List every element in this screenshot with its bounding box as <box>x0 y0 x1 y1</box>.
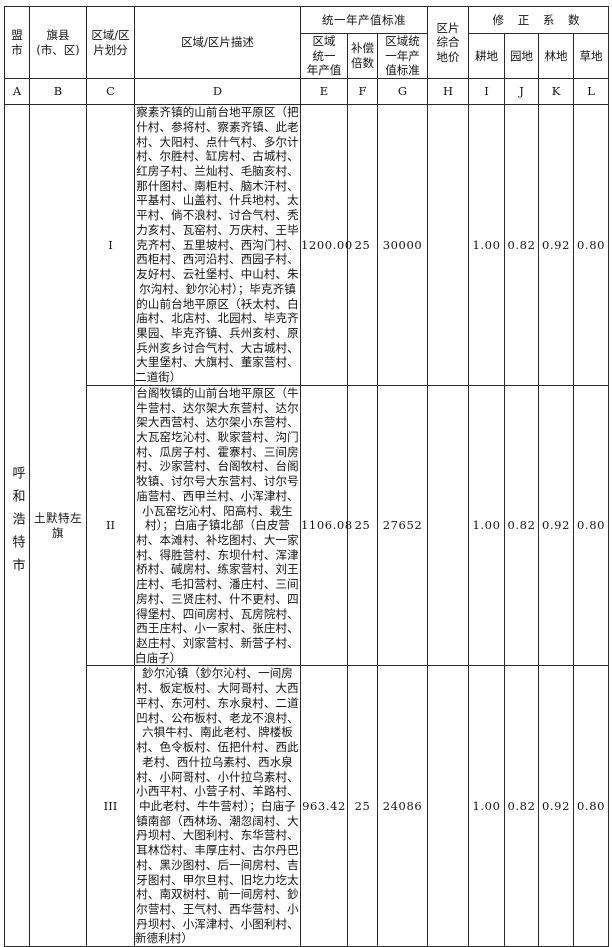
column-letter-i: I <box>468 78 506 106</box>
header-garden-land-label: 园地 <box>510 48 534 63</box>
region-division-label: III <box>103 798 118 813</box>
cell-grassland: 0.80 <box>573 665 610 947</box>
header-grassland-label: 草地 <box>579 48 603 63</box>
cell-grassland: 0.80 <box>573 104 610 386</box>
header-regional-unified-output-standard: 区域统 一年产 值标准 <box>376 32 429 80</box>
header-group-adjustment-coefficient-label: 修 正 系 数 <box>492 12 585 27</box>
header-league-city: 盟市 <box>4 5 30 80</box>
header-regional-annual-output: 区域 统一 年产值 <box>300 32 348 80</box>
table-row: 呼和浩特市 土默特左旗 I 察素齐镇的山前台地平原区（把什村、参将村、察素齐镇、… <box>4 104 610 947</box>
header-regional-annual-output-label: 区域 统一 年产值 <box>306 34 342 78</box>
cell-region-division: III <box>86 665 135 947</box>
header-league-city-label: 盟市 <box>11 27 23 57</box>
cell-regional-annual-output: 1106.08 <box>300 384 352 667</box>
column-letter-l: L <box>573 78 610 106</box>
column-letter-g: G <box>376 78 429 106</box>
column-letter-d: D <box>134 78 301 106</box>
cell-compensation-multiple: 25 <box>347 384 378 667</box>
header-region-division-label: 区域/区 片划分 <box>91 27 130 57</box>
cell-compensation-multiple: 25 <box>347 104 378 386</box>
cell-regional-unified-output-standard: 24086 <box>376 665 429 947</box>
cell-comprehensive-land-price <box>427 384 470 667</box>
header-garden-land: 园地 <box>504 32 540 80</box>
header-cultivated-land-label: 耕地 <box>475 48 499 63</box>
header-banner-county: 旗县 (市、区) <box>29 5 87 80</box>
column-letter-f: F <box>347 78 378 106</box>
header-cultivated-land: 耕地 <box>468 32 506 80</box>
header-regional-unified-output-standard-label: 区域统 一年产 值标准 <box>385 34 420 78</box>
cell-garden-land: 0.82 <box>504 104 540 386</box>
cell-region-description: 鈔尔沁镇（鈔尔沁村、一间房村、板定板村、大阿哥村、大西平村、东河村、东水泉村、二… <box>134 665 301 947</box>
cell-garden-land: 0.82 <box>504 665 540 947</box>
column-letter-c: C <box>86 78 135 106</box>
header-grassland: 草地 <box>573 32 610 80</box>
cell-forest-land: 0.92 <box>538 384 575 667</box>
header-sub-row: 区域 统一 年产值 补偿 倍数 区域统 一年产 值标准 耕地 园地 林地 草地 <box>5 32 610 80</box>
header-group-row: 盟市 旗县 (市、区) 区域/区 片划分 区域/区片描述 统一年产值标准 区片 综合地… <box>4 5 610 80</box>
table-body: 呼和浩特市 土默特左旗 I 察素齐镇的山前台地平原区（把什村、参将村、察素齐镇、… <box>4 104 610 947</box>
header-comprehensive-land-price-label: 区片 综合 地价 <box>436 20 460 64</box>
column-letter-e: E <box>300 78 348 106</box>
header-banner-county-label: 旗县 (市、区) <box>36 27 80 57</box>
cell-banner-county: 土默特左旗 <box>29 104 87 947</box>
header-group-adjustment-coefficient: 修 正 系 数 <box>468 6 610 34</box>
region-division-label: I <box>108 237 113 252</box>
table-header: 盟市 旗县 (市、区) 区域/区 片划分 区域/区片描述 统一年产值标准 区片 综合地… <box>4 5 610 106</box>
header-group-output-standard: 统一年产值标准 <box>299 6 429 34</box>
header-forest-land-label: 林地 <box>544 48 568 63</box>
region-division-label: II <box>105 518 116 533</box>
cell-cultivated-land: 1.00 <box>468 665 506 947</box>
header-compensation-multiple-label: 补偿 倍数 <box>351 41 374 71</box>
cell-comprehensive-land-price <box>427 665 470 947</box>
cell-grassland: 0.80 <box>573 384 610 667</box>
header-comprehensive-land-price: 区片 综合 地价 <box>427 5 470 80</box>
cell-region-division: II <box>86 384 135 667</box>
cell-forest-land: 0.92 <box>538 104 575 386</box>
cell-region-description: 察素齐镇的山前台地平原区（把什村、参将村、察素齐镇、此老村、大阳村、点什气村、多… <box>134 104 301 386</box>
cell-league-city: 呼和浩特市 <box>4 104 30 947</box>
cell-regional-annual-output: 1200.00 <box>300 104 352 386</box>
column-letter-b: B <box>29 78 87 106</box>
banner-county-label: 土默特左旗 <box>34 510 82 540</box>
header-forest-land: 林地 <box>538 32 575 80</box>
header-group-output-standard-label: 统一年产值标准 <box>322 12 406 27</box>
cell-region-description: 台阁牧镇的山前台地平原区（牛牛营村、达尔架大东营村、达尔架大西营村、达尔架小东营… <box>134 384 301 667</box>
cell-regional-unified-output-standard: 27652 <box>376 384 429 667</box>
column-letter-h: H <box>427 78 470 106</box>
cell-cultivated-land: 1.00 <box>468 384 506 667</box>
cell-garden-land: 0.82 <box>504 384 540 667</box>
column-letter-j: J <box>504 78 540 106</box>
header-region-description: 区域/区片描述 <box>134 5 301 80</box>
column-letter-k: K <box>538 78 575 106</box>
cell-comprehensive-land-price <box>427 104 470 386</box>
cell-region-division: I <box>86 104 135 386</box>
cell-regional-annual-output: 963.42 <box>300 665 348 947</box>
cell-forest-land: 0.92 <box>538 665 575 947</box>
cell-compensation-multiple: 25 <box>347 665 378 947</box>
region-price-standard-table: 盟市 旗县 (市、区) 区域/区 片划分 区域/区片描述 统一年产值标准 区片 综合地… <box>4 5 610 947</box>
table-row: III 鈔尔沁镇（鈔尔沁村、一间房村、板定板村、大阿哥村、大西平村、东河村、东水… <box>5 665 610 947</box>
header-region-description-label: 区域/区片描述 <box>181 35 254 50</box>
league-city-label: 呼和浩特市 <box>9 466 25 582</box>
cell-regional-unified-output-standard: 30000 <box>376 104 429 386</box>
cell-cultivated-land: 1.00 <box>468 104 506 386</box>
column-letter-row: A B C D E F G H I J K L <box>4 78 610 106</box>
column-letter-a: A <box>4 78 30 106</box>
table-row: II 台阁牧镇的山前台地平原区（牛牛营村、达尔架大东营村、达尔架大西营村、达尔架… <box>5 384 610 667</box>
header-compensation-multiple: 补偿 倍数 <box>347 32 378 80</box>
header-region-division: 区域/区 片划分 <box>86 5 135 80</box>
